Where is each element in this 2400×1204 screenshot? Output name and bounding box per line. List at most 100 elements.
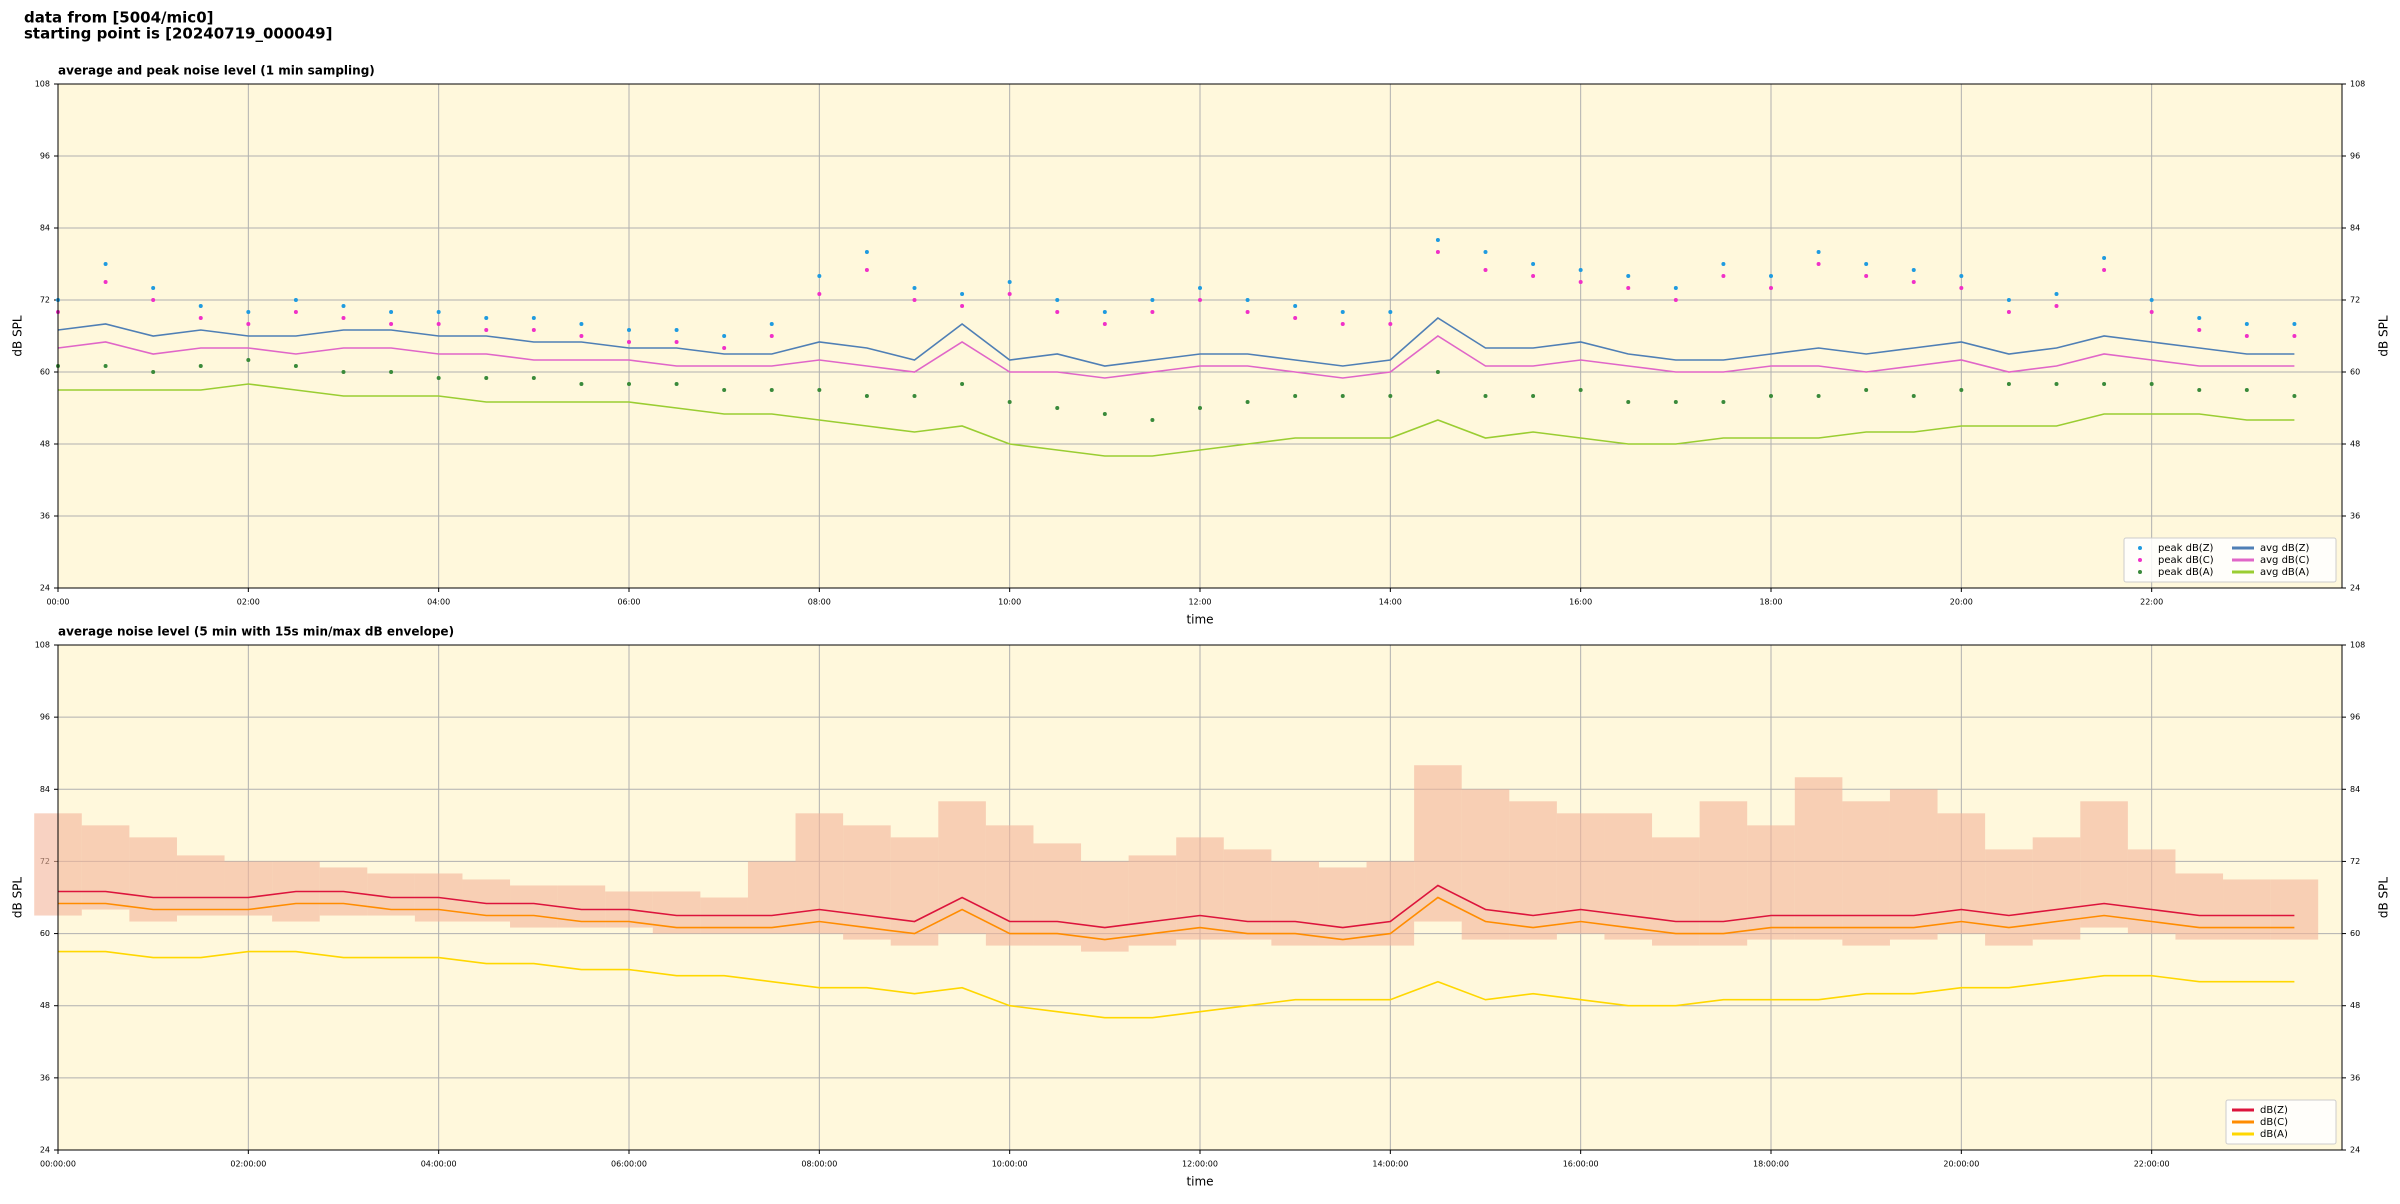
peak-point	[1626, 274, 1631, 278]
y-tick-label: 24	[40, 1146, 50, 1155]
peak-point	[1483, 268, 1488, 272]
peak-point	[1864, 388, 1869, 392]
series-line	[58, 884, 2295, 929]
envelope	[1081, 861, 1129, 952]
peak-point	[1864, 262, 1869, 266]
peak-point	[1626, 286, 1631, 290]
y-tick-label: 108	[35, 641, 50, 650]
plot-marks	[56, 238, 2297, 457]
peak-point	[817, 274, 822, 278]
peak-point	[864, 394, 869, 398]
peak-point	[293, 298, 298, 302]
legend-label: dB(Z)	[2260, 1105, 2288, 1116]
peak-point	[1816, 394, 1821, 398]
peak-point	[579, 382, 584, 386]
y-tick-label: 72	[2350, 857, 2360, 866]
peak-point	[246, 358, 251, 362]
envelope	[747, 861, 796, 934]
chart-title: average noise level (5 min with 15s min/…	[58, 625, 454, 639]
legend-label: dB(C)	[2260, 1117, 2288, 1128]
x-tick-label: 00:00	[46, 598, 69, 607]
peak-point	[1102, 310, 1107, 314]
legend-label: peak dB(A)	[2158, 567, 2214, 578]
x-tick-label: 06:00	[617, 598, 640, 607]
envelope	[795, 813, 844, 934]
peak-point	[1198, 298, 1202, 302]
legend-label: avg dB(A)	[2260, 567, 2310, 578]
peak-point	[2292, 322, 2297, 326]
y-axis-label: dB SPL	[11, 315, 25, 357]
peak-point	[912, 286, 917, 290]
peak-point	[2006, 382, 2011, 386]
y-tick-label: 60	[40, 929, 50, 938]
peak-point	[1245, 298, 1250, 302]
peak-point	[1055, 406, 1060, 410]
peak-point	[912, 298, 917, 302]
envelope	[1271, 861, 1319, 946]
peak-point	[484, 316, 489, 320]
peak-point	[1055, 310, 1060, 314]
peak-point	[864, 250, 869, 254]
envelope	[462, 879, 511, 922]
peak-point	[1340, 310, 1345, 314]
peak-point	[2149, 382, 2154, 386]
peak-point	[769, 388, 774, 392]
peak-point	[1769, 394, 1773, 398]
peak-point	[1055, 298, 1060, 302]
x-tick-label: 20:00	[1950, 598, 1973, 607]
peak-point	[2054, 382, 2059, 386]
y-tick-label: 24	[40, 584, 50, 593]
x-tick-label: 04:00:00	[421, 1160, 457, 1169]
peak-point	[1293, 394, 1298, 398]
envelope	[1889, 789, 1938, 940]
peak-point	[1578, 268, 1583, 272]
peak-point	[341, 304, 346, 308]
peak-point	[1198, 406, 1202, 410]
envelope	[1128, 855, 1177, 946]
chart-title: average and peak noise level (1 min samp…	[58, 64, 375, 78]
x-axis-label: time	[1186, 1175, 1213, 1189]
peak-point	[2054, 304, 2059, 308]
figure-title-line: starting point is [20240719_000049]	[24, 25, 332, 43]
peak-point	[2102, 268, 2107, 272]
peak-point	[293, 310, 298, 314]
legend-marker	[2138, 546, 2142, 550]
peak-point	[198, 364, 203, 368]
plot-marks	[34, 765, 2319, 1019]
peak-point	[722, 334, 727, 338]
peak-point	[2054, 292, 2059, 296]
peak-point	[579, 322, 584, 326]
peak-point	[1388, 394, 1393, 398]
peak-point	[198, 316, 203, 320]
series-line	[57, 335, 2295, 379]
peak-point	[1769, 286, 1773, 290]
envelope	[510, 885, 558, 928]
peak-point	[2197, 316, 2202, 320]
y-tick-label: 84	[40, 224, 50, 233]
peak-point	[722, 346, 727, 350]
peak-point	[151, 370, 156, 374]
peak-point	[769, 334, 774, 338]
peak-point	[960, 382, 965, 386]
peak-point	[579, 334, 584, 338]
x-tick-label: 18:00:00	[1753, 1160, 1789, 1169]
peak-point	[1435, 250, 1440, 254]
envelope	[1699, 801, 1748, 946]
peak-point	[1911, 394, 1916, 398]
peak-point	[2102, 382, 2107, 386]
peak-point	[1102, 322, 1107, 326]
x-tick-label: 16:00:00	[1563, 1160, 1599, 1169]
y-tick-label: 36	[2350, 512, 2360, 521]
x-axis-label: time	[1186, 613, 1213, 627]
legend-label: avg dB(C)	[2260, 555, 2310, 566]
peak-point	[2149, 310, 2154, 314]
peak-point	[1959, 388, 1964, 392]
envelope	[2032, 837, 2081, 940]
peak-point	[1531, 262, 1536, 266]
peak-point	[817, 388, 822, 392]
peak-point	[484, 376, 489, 380]
peak-point	[1245, 400, 1250, 404]
peak-point	[2102, 256, 2107, 260]
peak-point	[1959, 286, 1964, 290]
peak-point	[531, 316, 536, 320]
